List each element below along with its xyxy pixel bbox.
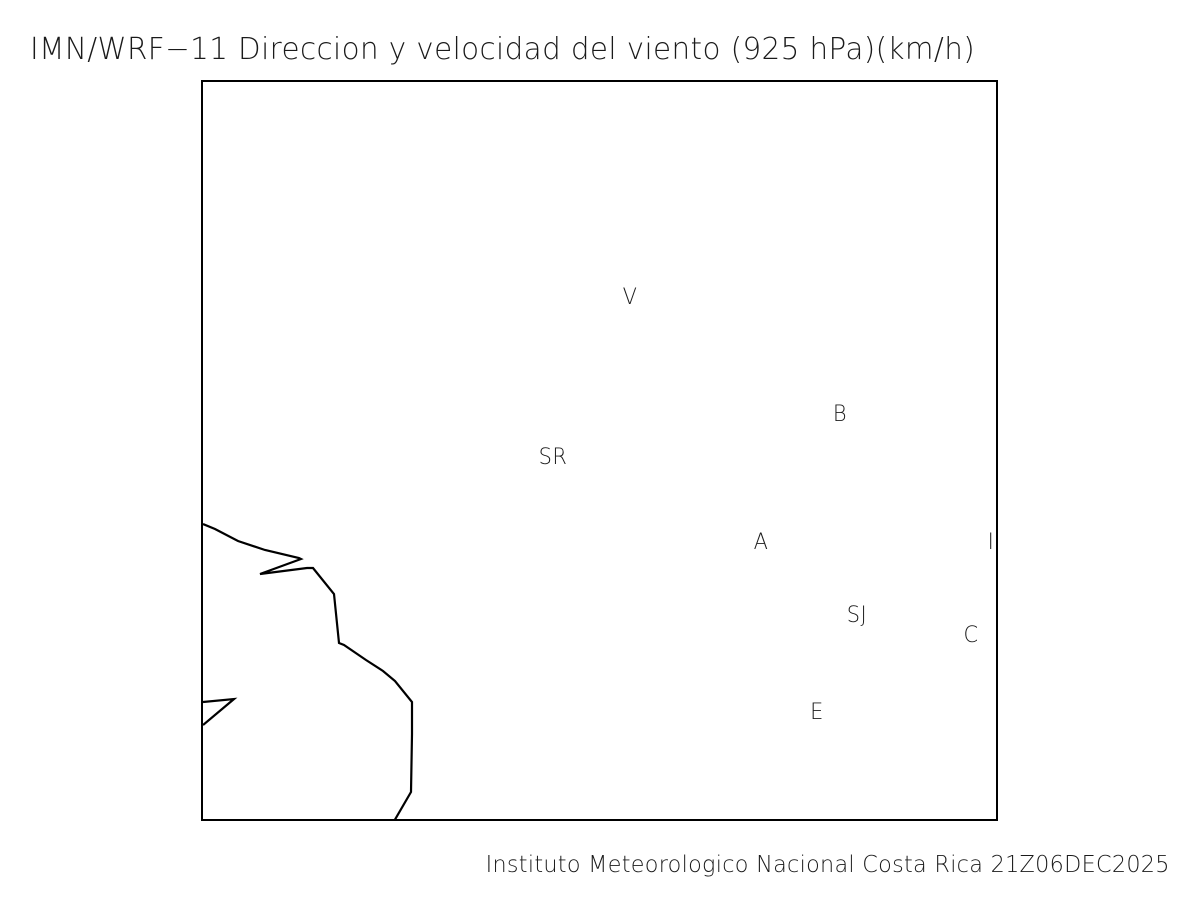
station-label-sr[interactable]: SR [538, 445, 568, 470]
station-label-i[interactable]: I [987, 530, 995, 555]
coastline-group [203, 522, 414, 819]
station-label-e[interactable]: E [810, 700, 824, 725]
footer-text: Instituto Meteorologico Nacional Costa R… [485, 852, 1170, 878]
page-title: IMN/WRF−11 Direccion y velocidad del vie… [30, 32, 976, 67]
footer-credit: Instituto Meteorologico Nacional Costa R… [0, 852, 1180, 878]
station-label-a[interactable]: A [753, 530, 769, 555]
coastline-peninsula-lower [203, 697, 238, 726]
station-label-sj[interactable]: SJ [846, 603, 868, 628]
station-label-b[interactable]: B [832, 402, 848, 427]
coastline-pacific-coast-main [203, 522, 414, 819]
map-canvas [203, 522, 414, 819]
station-label-c[interactable]: C [963, 623, 979, 648]
station-label-v[interactable]: V [622, 285, 638, 310]
map-frame[interactable]: V B SR A I SJ C E [201, 80, 998, 821]
